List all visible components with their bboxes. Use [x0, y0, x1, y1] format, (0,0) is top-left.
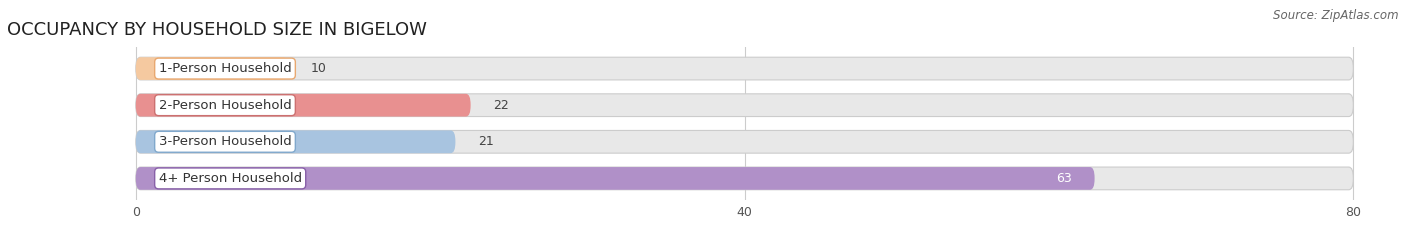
FancyBboxPatch shape	[136, 57, 288, 80]
Text: 2-Person Household: 2-Person Household	[159, 99, 291, 112]
Text: 63: 63	[1056, 172, 1071, 185]
FancyBboxPatch shape	[136, 167, 1095, 190]
Text: Source: ZipAtlas.com: Source: ZipAtlas.com	[1274, 9, 1399, 22]
Text: 1-Person Household: 1-Person Household	[159, 62, 291, 75]
Text: OCCUPANCY BY HOUSEHOLD SIZE IN BIGELOW: OCCUPANCY BY HOUSEHOLD SIZE IN BIGELOW	[7, 21, 427, 39]
FancyBboxPatch shape	[136, 167, 1354, 190]
FancyBboxPatch shape	[136, 130, 1354, 153]
Text: 10: 10	[311, 62, 326, 75]
Text: 3-Person Household: 3-Person Household	[159, 135, 291, 148]
FancyBboxPatch shape	[136, 94, 1354, 116]
Text: 21: 21	[478, 135, 494, 148]
FancyBboxPatch shape	[136, 94, 471, 116]
Text: 4+ Person Household: 4+ Person Household	[159, 172, 302, 185]
Text: 22: 22	[494, 99, 509, 112]
FancyBboxPatch shape	[136, 130, 456, 153]
FancyBboxPatch shape	[136, 57, 1354, 80]
